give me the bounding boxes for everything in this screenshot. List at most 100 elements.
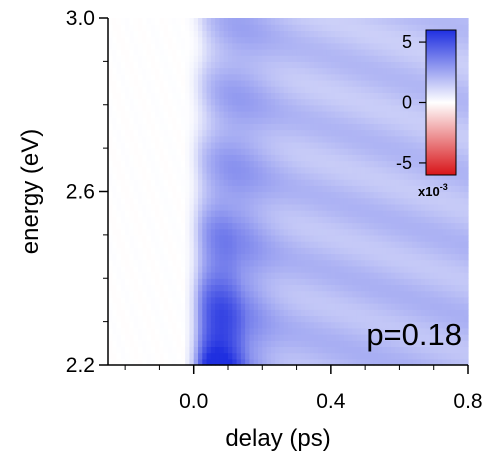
heatmap-cell <box>150 253 156 261</box>
heatmap-cell <box>249 98 255 106</box>
heatmap-cell <box>395 346 401 354</box>
heatmap-cell <box>283 278 289 286</box>
heatmap-cell <box>356 172 362 180</box>
heatmap-cell <box>313 148 319 155</box>
heatmap-cell <box>215 210 221 217</box>
heatmap-cell <box>172 309 178 317</box>
heatmap-cell <box>163 346 169 354</box>
heatmap-cell <box>352 86 358 93</box>
heatmap-cell <box>142 36 148 44</box>
heatmap-cell <box>155 24 161 31</box>
heatmap-cell <box>283 346 289 354</box>
heatmap-cell <box>138 334 143 341</box>
heatmap-cell <box>429 24 435 31</box>
heatmap-cell <box>189 30 195 38</box>
heatmap-cell <box>420 228 426 236</box>
heatmap-cell <box>356 259 362 267</box>
heatmap-cell <box>120 30 126 38</box>
heatmap-cell <box>446 303 452 310</box>
heatmap-cell <box>446 210 452 217</box>
heatmap-cell <box>266 148 272 155</box>
heatmap-cell <box>146 352 152 360</box>
heatmap-cell <box>309 172 315 180</box>
heatmap-cell <box>240 30 246 38</box>
heatmap-cell <box>348 18 353 25</box>
heatmap-cell <box>288 216 293 224</box>
heatmap-cell <box>258 148 263 155</box>
heatmap-cell <box>168 104 173 112</box>
heatmap-cell <box>455 234 461 242</box>
heatmap-cell <box>138 148 143 155</box>
heatmap-cell <box>433 259 439 267</box>
heatmap-cell <box>279 315 285 323</box>
heatmap-cell <box>236 203 242 211</box>
heatmap-cell <box>352 241 358 248</box>
heatmap-cell <box>339 36 345 44</box>
heatmap-cell <box>198 259 203 267</box>
heatmap-cell <box>416 55 422 62</box>
heatmap-cell <box>360 98 366 106</box>
heatmap-cell <box>138 79 143 87</box>
heatmap-cell <box>450 241 456 248</box>
heatmap-cell <box>305 265 311 273</box>
heatmap-cell <box>176 241 182 248</box>
heatmap-cell <box>300 110 306 118</box>
heatmap-cell <box>189 346 195 354</box>
heatmap-cell <box>185 340 191 348</box>
heatmap-cell <box>206 135 212 143</box>
heatmap-cell <box>202 352 208 360</box>
heatmap-cell <box>399 24 405 31</box>
heatmap-cell <box>262 73 268 81</box>
heatmap-cell <box>309 327 315 335</box>
heatmap-cell <box>360 309 366 317</box>
heatmap-cell <box>138 216 143 224</box>
heatmap-cell <box>163 265 169 273</box>
heatmap-cell <box>176 284 182 292</box>
heatmap-cell <box>412 191 418 199</box>
heatmap-cell <box>416 104 422 112</box>
heatmap-cell <box>348 265 353 273</box>
heatmap-cell <box>236 222 242 230</box>
heatmap-cell <box>202 253 208 261</box>
heatmap-cell <box>386 352 392 360</box>
heatmap-cell <box>172 340 178 348</box>
heatmap-cell <box>172 197 178 205</box>
heatmap-cell <box>459 154 465 162</box>
heatmap-cell <box>378 79 383 87</box>
heatmap-cell <box>150 79 156 87</box>
heatmap-cell <box>262 135 268 143</box>
heatmap-cell <box>412 358 418 366</box>
heatmap-cell <box>318 346 323 354</box>
heatmap-cell <box>172 73 178 81</box>
heatmap-cell <box>223 98 229 106</box>
heatmap-cell <box>360 110 366 118</box>
heatmap-cell <box>403 79 409 87</box>
heatmap-cell <box>348 55 353 62</box>
heatmap-cell <box>330 135 336 143</box>
heatmap-cell <box>348 148 353 155</box>
heatmap-cell <box>108 79 113 87</box>
heatmap-cell <box>283 303 289 310</box>
heatmap-cell <box>125 191 131 199</box>
heatmap-cell <box>390 98 396 106</box>
heatmap-cell <box>176 191 182 199</box>
heatmap-cell <box>403 98 409 106</box>
heatmap-cell <box>215 278 221 286</box>
heatmap-cell <box>275 48 281 56</box>
heatmap-cell <box>429 303 435 310</box>
heatmap-cell <box>412 86 418 93</box>
heatmap-cell <box>365 36 371 44</box>
heatmap-cell <box>352 172 358 180</box>
heatmap-cell <box>193 315 199 323</box>
heatmap-cell <box>112 61 118 69</box>
heatmap-cell <box>266 104 272 112</box>
heatmap-cell <box>163 117 169 124</box>
heatmap-cell <box>206 98 212 106</box>
heatmap-cell <box>159 61 165 69</box>
heatmap-cell <box>150 259 156 267</box>
heatmap-cell <box>360 166 366 174</box>
heatmap-cell <box>125 160 131 168</box>
heatmap-cell <box>365 79 371 87</box>
heatmap-cell <box>378 253 383 261</box>
heatmap-cell <box>356 98 362 106</box>
